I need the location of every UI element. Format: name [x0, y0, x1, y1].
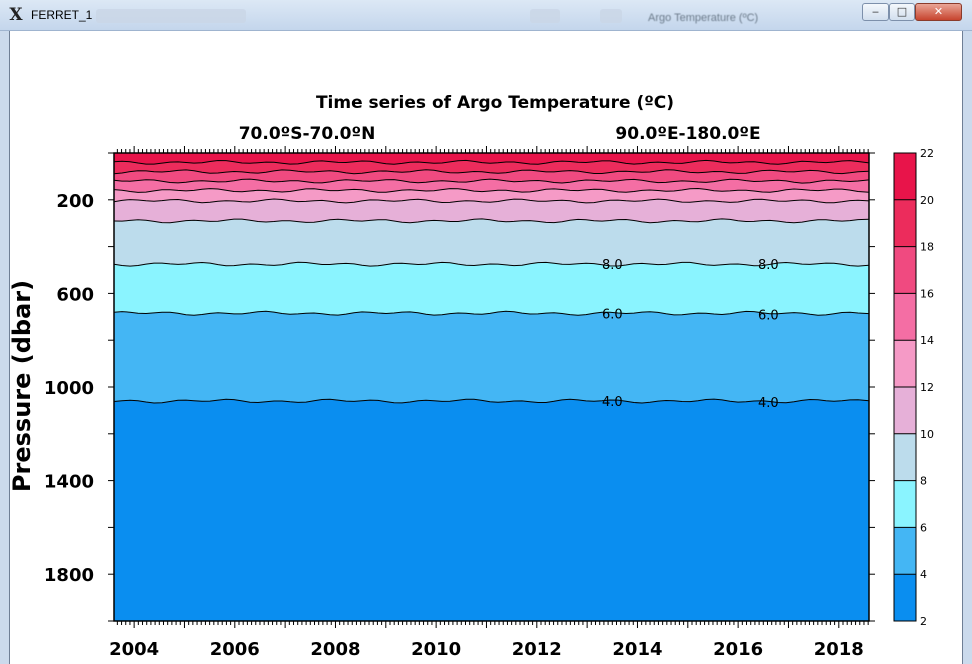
colorbar-label: 22 [920, 147, 934, 160]
temperature-bands [114, 153, 869, 621]
colorbar-label: 8 [920, 475, 927, 488]
minimize-button[interactable]: ‒ [862, 3, 889, 21]
window-border [9, 31, 10, 664]
colorbar-swatch [894, 293, 916, 341]
background-taskbar-tab[interactable] [600, 9, 622, 23]
colorbar-swatch [894, 433, 916, 481]
isotherm-line [113, 159, 870, 165]
background-taskbar-tab[interactable] [96, 9, 246, 23]
window-frame-right [963, 31, 972, 664]
isotherm-line [113, 198, 870, 204]
x-tick-label: 2010 [411, 639, 461, 660]
window-titlebar: X FERRET_1 Argo Temperature (ºC) ‒ □ ✕ [0, 0, 972, 31]
window-frame-left [0, 31, 9, 664]
colorbar-swatch [894, 153, 916, 200]
colorbar-swatch [894, 480, 916, 528]
contour-label: 6.0 [602, 307, 623, 322]
x-tick-label: 2012 [512, 639, 562, 660]
isotherm-line [113, 261, 870, 267]
close-button[interactable]: ✕ [915, 3, 962, 21]
chart-title: Time series of Argo Temperature (ºC) [316, 93, 674, 113]
x-tick-label: 2006 [210, 639, 260, 660]
y-tick-label: 1000 [44, 378, 94, 399]
x-tick-label: 2004 [109, 639, 159, 660]
colorbar-swatch [894, 340, 916, 387]
x-tick-label: 2008 [310, 639, 360, 660]
y-tick-label: 1400 [44, 472, 94, 493]
y-tick-label: 200 [56, 191, 94, 212]
x-axis: 2004 2006 2008 2010 2012 2014 2016 2018 [109, 146, 869, 660]
colorbar-label: 2 [920, 615, 927, 628]
isotherm-contours [113, 159, 870, 404]
ferret-x-icon: X [9, 5, 23, 25]
colorbar-swatch [894, 387, 916, 434]
y-tick-label: 600 [56, 284, 94, 305]
isotherm-line [113, 187, 870, 193]
isotherm-line [113, 178, 870, 184]
colorbar-label: 12 [920, 381, 934, 394]
colorbar-swatch [894, 527, 916, 575]
isotherm-line [113, 310, 870, 316]
x-tick-label: 2018 [814, 639, 864, 660]
contour-label: 4.0 [758, 396, 779, 411]
colorbar-label: 20 [920, 194, 934, 207]
longitude-range-label: 90.0ºE-180.0ºE [615, 124, 760, 144]
colorbar-label: 16 [920, 287, 934, 300]
isotherm-line [113, 169, 870, 175]
contour-label: 6.0 [758, 308, 779, 323]
colorbar-label: 14 [920, 334, 934, 347]
isotherm-line [113, 398, 870, 404]
window-border [962, 31, 963, 664]
contour-label: 8.0 [602, 258, 623, 273]
y-axis: 200 600 1000 1400 1800 [44, 152, 875, 622]
colorbar-label: 10 [920, 428, 934, 441]
y-axis-label: Pressure (dbar) [8, 280, 36, 492]
contour-labels: 8.0 8.0 6.0 6.0 4.0 4.0 [602, 258, 779, 411]
colorbar-swatch [894, 199, 916, 247]
colorbar: 22 20 18 16 14 12 10 8 6 4 2 [893, 147, 934, 628]
colorbar-swatch [894, 246, 916, 294]
x-tick-label: 2016 [713, 639, 763, 660]
contour-label: 4.0 [602, 395, 623, 410]
background-taskbar-tab[interactable] [530, 9, 560, 23]
background-window-title: Argo Temperature (ºC) [648, 12, 759, 24]
temperature-band [114, 153, 869, 165]
latitude-range-label: 70.0ºS-70.0ºN [239, 124, 376, 144]
contour-label: 8.0 [758, 258, 779, 273]
window-title: FERRET_1 [31, 8, 93, 22]
colorbar-label: 6 [920, 521, 927, 534]
y-tick-label: 1800 [44, 565, 94, 586]
colorbar-swatch [894, 574, 916, 621]
x-tick-label: 2014 [612, 639, 662, 660]
maximize-button[interactable]: □ [889, 3, 915, 21]
colorbar-label: 18 [920, 241, 934, 254]
isotherm-line [113, 218, 870, 224]
colorbar-label: 4 [920, 568, 927, 581]
